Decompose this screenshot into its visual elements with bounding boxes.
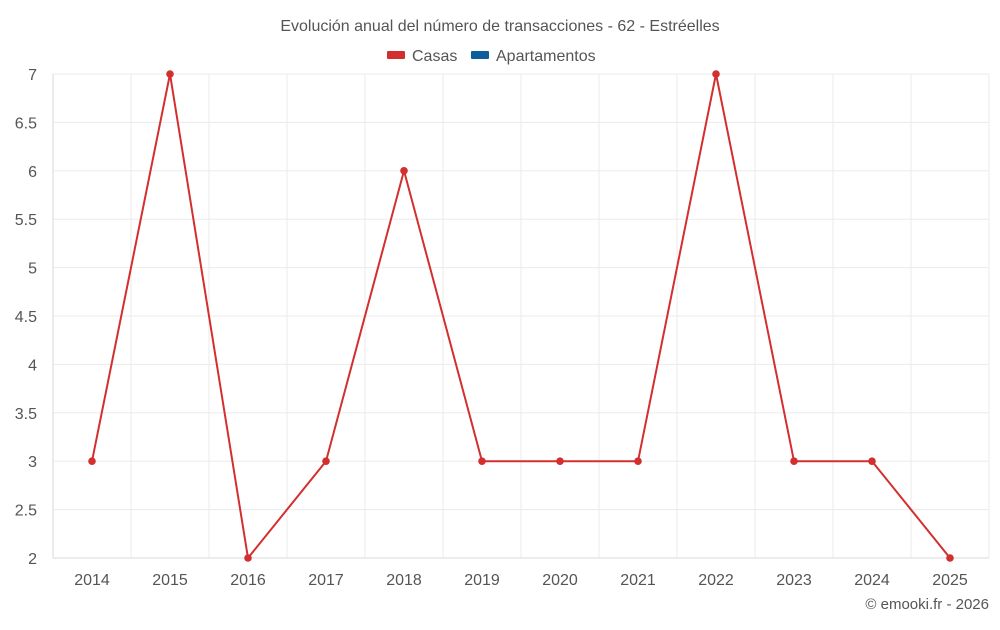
legend: Casas Apartamentos: [387, 48, 596, 65]
series-line-casas: [91, 73, 951, 559]
x-tick-label: 2020: [542, 572, 578, 589]
y-tick-label: 6: [28, 164, 37, 181]
data-point[interactable]: [244, 554, 252, 562]
data-point[interactable]: [400, 167, 408, 175]
legend-label-apartamentos: Apartamentos: [496, 48, 596, 65]
x-tick-label: 2017: [308, 572, 344, 589]
y-tick-label: 7: [28, 67, 37, 84]
axes: 2 2.5 3 3.5 4 4.5 5 5.5 6 6.5 7 2014 2015 2016 2017 201…: [15, 67, 968, 589]
data-point[interactable]: [88, 457, 96, 466]
legend-item-casas[interactable]: Casas: [387, 48, 457, 65]
grid: [52, 73, 990, 559]
legend-swatch-apartamentos: [471, 51, 489, 59]
data-point[interactable]: [946, 554, 954, 562]
y-tick-label: 2.5: [15, 503, 37, 520]
data-point[interactable]: [790, 457, 798, 466]
y-tick-label: 5: [28, 261, 37, 278]
chart-title: Evolución anual del número de transaccio…: [280, 18, 719, 35]
data-point[interactable]: [634, 457, 642, 466]
y-tick-label: 2: [28, 551, 37, 568]
legend-item-apartamentos[interactable]: Apartamentos: [471, 48, 596, 65]
x-tick-label: 2016: [230, 572, 266, 589]
data-point[interactable]: [166, 70, 174, 78]
y-tick-label: 3.5: [15, 406, 37, 423]
y-tick-label: 4: [28, 357, 37, 374]
y-tick-label: 5.5: [15, 212, 37, 229]
legend-label-casas: Casas: [412, 48, 457, 65]
data-point[interactable]: [322, 457, 330, 466]
data-point[interactable]: [478, 457, 486, 466]
x-tick-label: 2021: [620, 572, 656, 589]
x-tick-label: 2015: [152, 572, 188, 589]
x-tick-label: 2025: [932, 572, 968, 589]
data-point[interactable]: [868, 457, 876, 466]
legend-swatch-casas: [387, 51, 405, 59]
data-point[interactable]: [556, 457, 564, 466]
series: [88, 70, 954, 562]
data-point[interactable]: [712, 70, 720, 78]
x-tick-label: 2019: [464, 572, 500, 589]
y-tick-label: 3: [28, 454, 37, 471]
x-tick-label: 2014: [74, 572, 110, 589]
x-tick-label: 2018: [386, 572, 422, 589]
credit-text: © emooki.fr - 2026: [865, 596, 989, 613]
x-tick-label: 2024: [854, 572, 890, 589]
y-tick-label: 4.5: [15, 309, 37, 326]
x-tick-label: 2022: [698, 572, 734, 589]
y-tick-label: 6.5: [15, 115, 37, 132]
x-tick-label: 2023: [776, 572, 812, 589]
